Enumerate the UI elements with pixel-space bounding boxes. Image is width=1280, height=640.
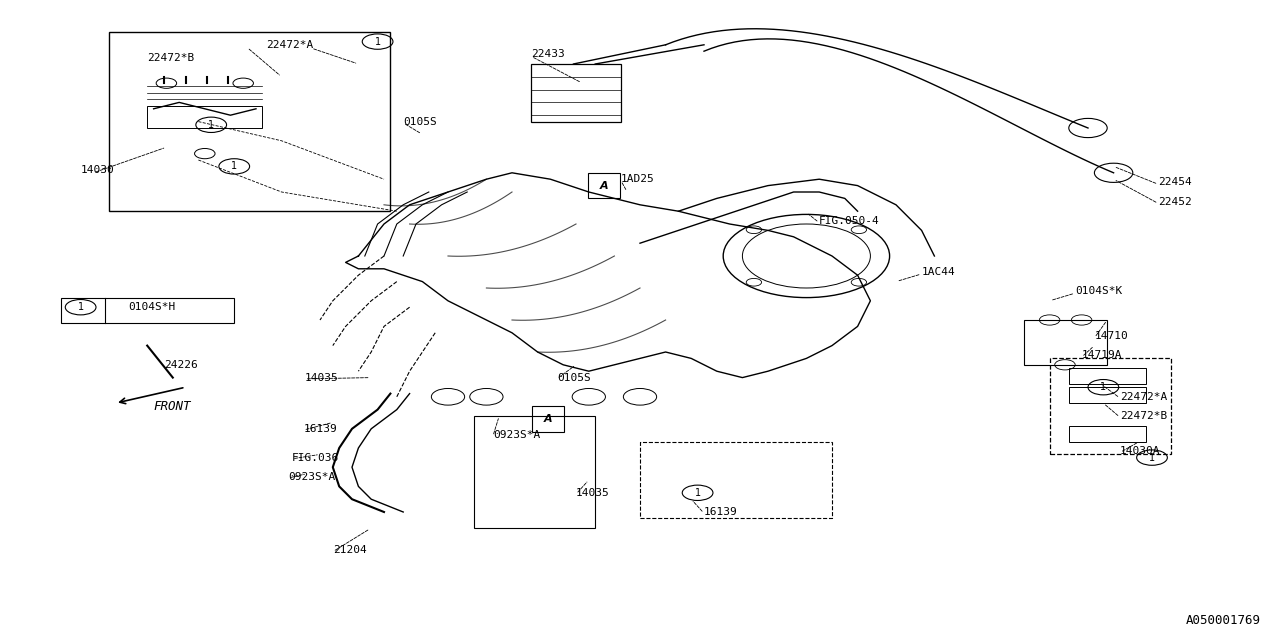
Text: 0923S*A: 0923S*A xyxy=(288,472,335,482)
Text: 1: 1 xyxy=(375,36,380,47)
Bar xyxy=(1069,368,1146,384)
Text: 0104S*H: 0104S*H xyxy=(128,302,175,312)
Text: 22472*B: 22472*B xyxy=(147,52,195,63)
Text: 0105S: 0105S xyxy=(403,116,436,127)
Text: FIG.050-4: FIG.050-4 xyxy=(819,216,879,226)
Text: 0923S*A: 0923S*A xyxy=(493,430,540,440)
Text: 22452: 22452 xyxy=(1158,196,1192,207)
Bar xyxy=(147,106,262,128)
Bar xyxy=(531,64,621,122)
Text: 1: 1 xyxy=(695,488,700,498)
Text: 22472*A: 22472*A xyxy=(1120,392,1167,402)
Text: 1AC44: 1AC44 xyxy=(922,267,955,277)
Text: 22472*B: 22472*B xyxy=(1120,411,1167,421)
Text: 1: 1 xyxy=(78,302,83,312)
Text: 1: 1 xyxy=(1149,452,1155,463)
Bar xyxy=(1050,358,1171,454)
Bar xyxy=(61,298,234,323)
Text: 14710: 14710 xyxy=(1094,331,1128,341)
Text: 0104S*K: 0104S*K xyxy=(1075,286,1123,296)
Text: 16139: 16139 xyxy=(704,507,737,517)
Text: FIG.036: FIG.036 xyxy=(292,452,339,463)
Text: 14035: 14035 xyxy=(305,372,338,383)
Text: FRONT: FRONT xyxy=(154,400,191,413)
Text: 14030A: 14030A xyxy=(1120,446,1161,456)
Text: A: A xyxy=(544,414,552,424)
Text: 14719A: 14719A xyxy=(1082,350,1123,360)
Bar xyxy=(1069,387,1146,403)
Text: 1AD25: 1AD25 xyxy=(621,174,654,184)
Text: 22454: 22454 xyxy=(1158,177,1192,188)
Text: 22433: 22433 xyxy=(531,49,564,60)
Text: 1: 1 xyxy=(209,120,214,130)
Text: 21204: 21204 xyxy=(333,545,366,556)
Text: 24226: 24226 xyxy=(164,360,197,370)
Bar xyxy=(474,416,595,528)
Bar xyxy=(640,442,832,518)
Bar xyxy=(1069,426,1146,442)
Text: A: A xyxy=(600,180,608,191)
Bar xyxy=(1024,320,1107,365)
Bar xyxy=(532,406,563,432)
Bar xyxy=(589,173,620,198)
Text: 14035: 14035 xyxy=(576,488,609,498)
Text: 22472*A: 22472*A xyxy=(266,40,314,50)
Text: 1: 1 xyxy=(1101,382,1106,392)
Text: 1: 1 xyxy=(232,161,237,172)
Text: A050001769: A050001769 xyxy=(1185,614,1261,627)
Bar xyxy=(109,32,390,211)
Text: 16139: 16139 xyxy=(303,424,337,434)
Text: 0105S: 0105S xyxy=(557,372,590,383)
Text: 14030: 14030 xyxy=(81,164,114,175)
